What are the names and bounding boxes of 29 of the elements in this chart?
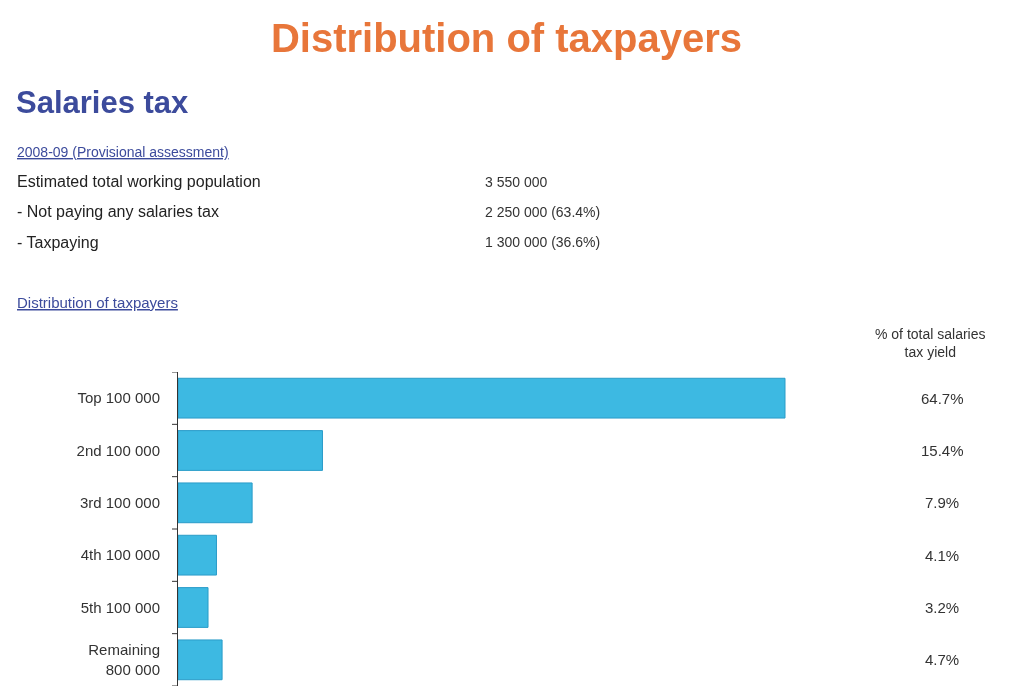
y-tick-label: 4th 100 000 (80, 546, 160, 564)
y-tick-label: 2nd 100 000 (76, 441, 160, 459)
data-label: 3.2% (925, 599, 960, 616)
data-label: 7.9% (925, 494, 960, 511)
data-label: 64.7% (921, 390, 964, 407)
bar (178, 377, 786, 419)
bar (178, 534, 217, 576)
text: Distribution of taxpayers (17, 294, 178, 311)
text: 1 300 000 (36.6%) (485, 234, 601, 250)
text: - Not paying any salaries tax (17, 203, 219, 220)
data-label: 4.7% (925, 651, 960, 668)
data-label: 15.4% (921, 442, 964, 459)
chart-title: Distribution of taxpayers (270, 16, 743, 60)
bar (178, 482, 253, 524)
y-tick-label: 3rd 100 000 (79, 494, 160, 512)
text: 2 250 000 (63.4%) (485, 204, 601, 220)
bar (178, 587, 209, 628)
chart-subtitle: Salaries tax (16, 85, 190, 120)
text: 3 550 000 (485, 174, 548, 190)
y-tick-label: Remaining 800 000 (88, 641, 160, 678)
bar (178, 639, 223, 681)
text: - Taxpaying (17, 234, 99, 251)
text: % of total salaries tax yield (875, 326, 986, 361)
text: Estimated total working population (17, 173, 261, 190)
y-tick-label: 5th 100 000 (80, 598, 160, 616)
y-tick-label: Top 100 000 (77, 389, 160, 407)
text: 2008-09 (Provisional assessment) (17, 144, 229, 160)
data-label: 4.1% (925, 547, 960, 564)
bar (178, 430, 323, 471)
